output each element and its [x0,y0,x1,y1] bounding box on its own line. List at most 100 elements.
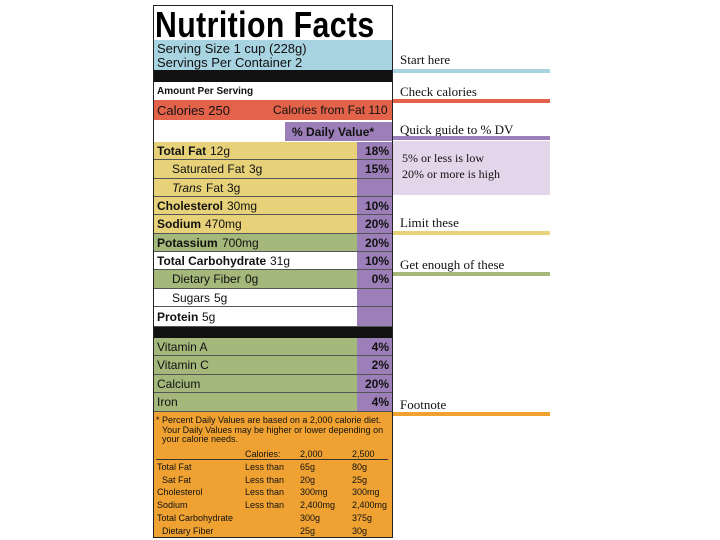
nutrient-amount: 5g [214,290,228,305]
thick-rule [154,70,392,82]
footnote-cell: Dietary Fiber [162,525,214,536]
row-rule [357,178,392,179]
row-rule [357,196,392,197]
row-band [154,160,357,179]
guide-box [393,141,550,195]
footnote-cell: 300mg [352,487,380,498]
nutrient-name: Sugars [172,290,211,305]
calories-from-fat: Calories from Fat 110 [273,103,388,117]
daily-value: 4% [371,339,389,354]
footnote-cell: Less than [245,500,285,511]
footnote-cell: 25g [352,474,368,485]
footnote-cell: Less than [245,487,285,498]
footnote-header: 2,500 [352,449,375,459]
row-band [154,289,357,307]
nutrient-name: Cholesterol [157,198,224,213]
nutrient-amount: 700mg [222,235,259,250]
row-band [154,179,357,197]
guide-text: 20% or more is high [402,167,500,181]
row-rule [357,269,392,270]
footnote-text: your calorie needs. [162,434,239,444]
footnote-header: 2,000 [300,449,323,459]
footnote-cell: Sodium [157,500,188,511]
amount-per-serving: Amount Per Serving [157,86,254,97]
row-rule [357,355,392,356]
annotation: Footnote [400,397,447,412]
row-band [154,142,357,160]
annotation-line [393,69,550,73]
annotation-line [393,99,550,103]
row-rule [357,251,392,252]
row-band [154,252,357,270]
footnote-cell: 80g [352,462,368,472]
nutrient-name: Protein [157,309,199,324]
annotation-line [393,272,550,276]
daily-value: 20% [364,217,389,231]
nutrient-name: Vitamin C [157,358,209,372]
daily-value: 4% [371,395,389,409]
nutrient-name: Total Carbohydrate [157,253,267,268]
nutrient-name: Trans [172,180,202,195]
calories: Calories 250 [157,103,230,118]
footnote-cell: 375g [352,512,373,523]
nutrient-amount: 31g [270,253,291,268]
footnote-cell: 2,400mg [352,500,388,511]
daily-value: 20% [364,235,389,250]
footnote-cell: Less than [245,474,285,485]
footnote-cell: Cholesterol [157,487,203,498]
footnote-cell: Total Fat [157,462,192,472]
label-frame [153,5,393,538]
nutrient-name: Total Fat [157,143,207,158]
row-band [154,234,357,252]
nutrient-name: Vitamin A [157,339,208,354]
row-rule [357,326,392,327]
annotation-line [393,136,550,140]
daily-value: 15% [364,162,389,176]
nutrient-name: Dietary Fiber [172,272,241,286]
footnote-cell: 25g [300,525,316,536]
daily-value: 18% [364,143,389,158]
dv-header: % Daily Value* [292,125,375,139]
annotation: Start here [400,52,451,67]
annotation: Quick guide to % DV [400,122,514,137]
row-band [154,356,357,375]
footnote-cell: Sat Fat [162,474,192,485]
annotation-line [393,412,550,416]
footnote-cell: 65g [300,462,316,472]
annotation: Get enough of these [400,257,505,272]
daily-value: 10% [364,253,389,268]
nutrient-name: Fat [206,180,224,195]
row-band [154,393,357,412]
serving-size: Serving Size 1 cup (228g) [157,41,307,56]
footnote-text: Your Daily Values may be higher or lower… [162,424,384,435]
footnote-cell: 30g [352,525,368,536]
footnote-cell: 300mg [300,487,328,498]
calories-band [154,100,392,120]
footnote-cell: 20g [300,474,316,485]
row-rule [357,374,392,375]
row-band [154,197,357,215]
nutrient-name: Potassium [157,235,218,250]
annotation: Check calories [400,84,477,99]
footnote-text: * Percent Daily Values are based on a 2,… [156,415,381,425]
row-rule [357,288,392,289]
row-band [154,215,357,234]
row-band [154,375,357,393]
row-band [154,307,357,327]
daily-value: 20% [364,376,389,391]
row-rule [357,159,392,160]
nutrient-amount: 0g [245,272,259,286]
row-rule [357,306,392,307]
nutrient-name: Iron [157,395,178,409]
nutrient-amount: 3g [227,180,241,195]
daily-value: 0% [371,272,389,286]
dv-header-band [285,122,392,141]
footnote-cell: Less than [245,462,285,472]
annotation-line [393,231,550,235]
row-rule [357,392,392,393]
row-rule [357,214,392,215]
footnote-cell: 300g [300,512,321,523]
thick-rule [154,327,392,338]
guide-text: 5% or less is low [402,151,484,165]
